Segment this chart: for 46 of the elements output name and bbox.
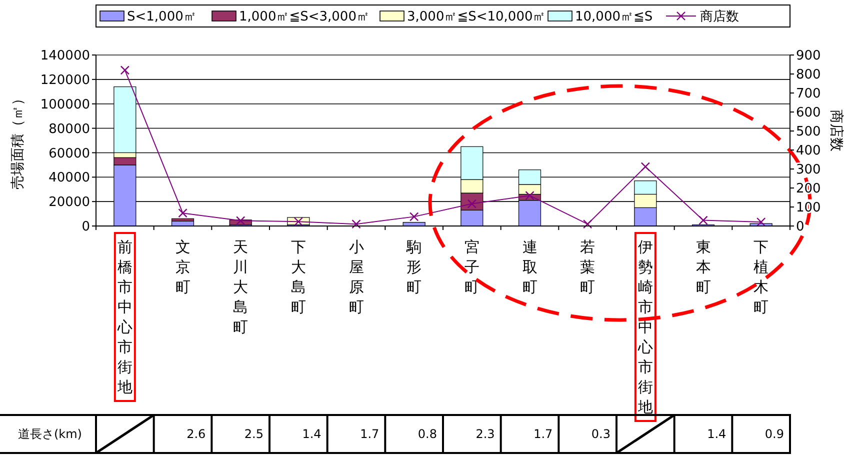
data-label: 2.3 bbox=[476, 427, 495, 442]
category-label: 伊勢崎市中心市街地 bbox=[638, 238, 653, 416]
data-label: 1.4 bbox=[302, 427, 322, 442]
data-label: 0.8 bbox=[418, 427, 437, 442]
x-tick-label: 小屋原町 bbox=[348, 238, 364, 316]
x-tick-label: 連取町 bbox=[522, 238, 538, 296]
y2-tick-label: 400 bbox=[796, 144, 821, 159]
y-tick-label: 140000 bbox=[40, 48, 90, 64]
y2-tick-label: 700 bbox=[796, 86, 821, 102]
data-label: 0.9 bbox=[764, 427, 784, 442]
y2-tick-label: 0 bbox=[796, 220, 804, 235]
y2-tick-label: 300 bbox=[796, 162, 821, 178]
y-tick-label: 120000 bbox=[40, 72, 90, 88]
legend-label: 1,000㎡≦S<3,000㎡ bbox=[239, 10, 370, 25]
y-tick-label: 60000 bbox=[48, 146, 90, 162]
x-tick-label: 文京町 bbox=[175, 238, 190, 296]
x-tick-label: 東本町 bbox=[696, 238, 711, 296]
data-label: 1.7 bbox=[360, 427, 380, 442]
y-tick-label: 100000 bbox=[40, 97, 90, 112]
x-tick-label: 宮子町 bbox=[464, 238, 480, 296]
data-label: 2.6 bbox=[186, 427, 206, 442]
y2-tick-label: 600 bbox=[796, 106, 821, 121]
data-label: 1.4 bbox=[707, 427, 726, 442]
text: 道長さ(km) bbox=[18, 427, 82, 442]
x-tick-label: 駒形町 bbox=[406, 238, 422, 296]
data-label: 2.5 bbox=[244, 427, 264, 442]
y-tick-label: 20000 bbox=[48, 195, 90, 210]
y2-tick-label: 900 bbox=[796, 48, 821, 64]
y-tick-label: 80000 bbox=[48, 122, 90, 137]
y-axis-title: 売場面積（㎡） bbox=[10, 92, 26, 190]
data-label: 0.3 bbox=[591, 427, 610, 442]
y-tick-label: 40000 bbox=[48, 170, 90, 186]
legend-label: 10,000㎡≦S bbox=[575, 10, 653, 25]
y-tick-label: 0 bbox=[82, 220, 90, 235]
y2-axis-title: 商店数 bbox=[828, 110, 844, 152]
legend-label: 3,000㎡≦S<10,000㎡ bbox=[407, 10, 546, 25]
y2-tick-label: 500 bbox=[796, 124, 821, 140]
legend-label: S<1,000㎡ bbox=[127, 10, 196, 25]
data-label: 1.7 bbox=[534, 427, 553, 442]
x-tick-label: 前橋市中心市街地 bbox=[116, 238, 132, 396]
y2-tick-label: 800 bbox=[796, 68, 821, 83]
x-tick-label: 天川大島町 bbox=[233, 238, 248, 336]
x-tick-label: 下植木町 bbox=[754, 238, 769, 316]
x-tick-label: 若葉町 bbox=[580, 238, 596, 296]
legend-label: 商店数 bbox=[700, 8, 739, 25]
x-tick-label: 下大島町 bbox=[290, 238, 306, 316]
